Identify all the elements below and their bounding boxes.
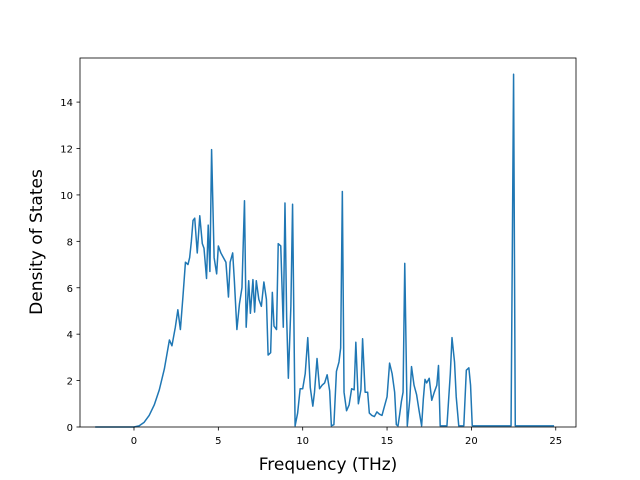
y-tick-label: 14 bbox=[60, 98, 73, 109]
x-tick-label: 15 bbox=[381, 436, 394, 447]
y-tick-label: 6 bbox=[67, 284, 73, 295]
x-tick-label: 10 bbox=[296, 436, 309, 447]
plot-area bbox=[80, 58, 576, 427]
x-tick-label: 25 bbox=[549, 436, 562, 447]
y-tick-label: 4 bbox=[67, 330, 73, 341]
y-axis: 0 2 4 6 8 10 12 14 bbox=[60, 98, 80, 434]
x-axis-label: Frequency (THz) bbox=[259, 455, 398, 475]
x-tick-label: 5 bbox=[215, 436, 221, 447]
series-layer bbox=[95, 73, 555, 428]
y-axis-label: Density of States bbox=[27, 169, 47, 315]
series-line-0 bbox=[95, 73, 555, 428]
y-tick-label: 8 bbox=[67, 237, 73, 248]
x-axis: 0 5 10 15 20 25 bbox=[131, 427, 562, 447]
y-tick-label: 0 bbox=[67, 423, 73, 434]
y-tick-label: 12 bbox=[60, 145, 73, 156]
y-tick-label: 10 bbox=[60, 191, 73, 202]
y-tick-label: 2 bbox=[67, 377, 73, 388]
x-tick-label: 20 bbox=[465, 436, 478, 447]
x-tick-label: 0 bbox=[131, 436, 137, 447]
plot-frame bbox=[79, 57, 577, 428]
